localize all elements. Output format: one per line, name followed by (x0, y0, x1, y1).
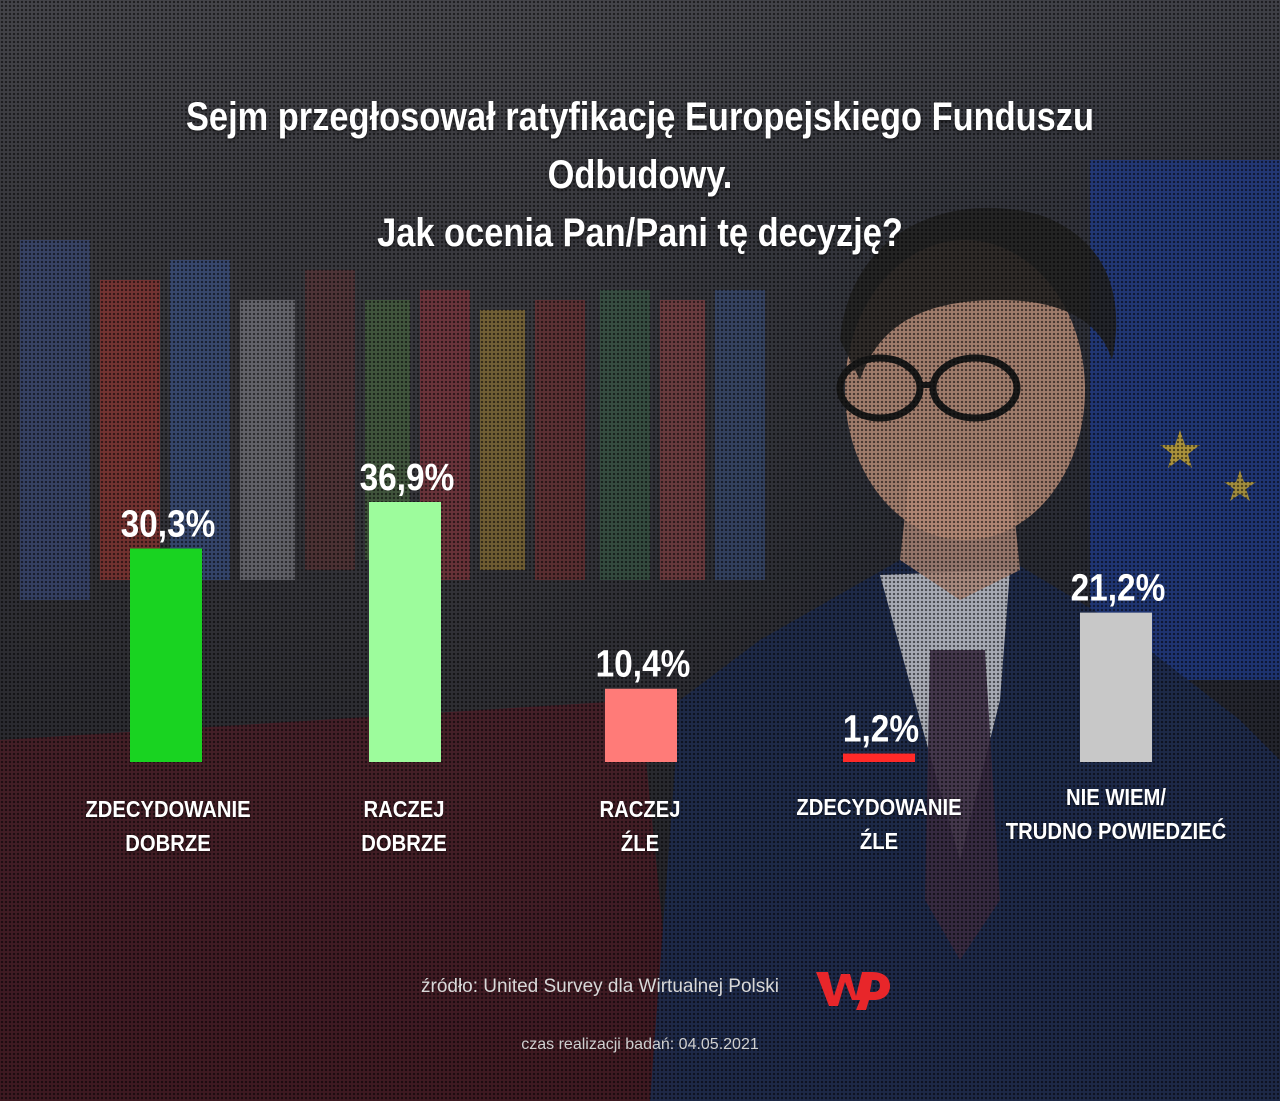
category-label-raczej-dobrze: RACZEJ DOBRZE (298, 792, 509, 860)
bar-4 (1080, 612, 1152, 762)
category-label-line: ŹLE (859, 828, 899, 854)
title-line-1: Sejm przegłosował ratyfikację Europejski… (185, 95, 1094, 139)
bar-0 (130, 548, 202, 762)
source-note: źródło: United Survey dla Wirtualnej Pol… (421, 976, 779, 997)
category-label-zdecydowanie-dobrze: ZDECYDOWANIE DOBRZE (62, 792, 273, 860)
category-label-line: ZDECYDOWANIE (796, 794, 962, 820)
category-label-line: ZDECYDOWANIE (85, 796, 251, 822)
value-label-1: 36,9% (360, 456, 455, 498)
title-line-2: Odbudowy. (547, 153, 733, 197)
value-label-0: 30,3% (121, 503, 216, 545)
category-label-zdecydowanie-zle: ZDECYDOWANIE ŹLE (773, 790, 984, 858)
wp-logo (816, 972, 890, 1010)
category-label-line: RACZEJ (363, 796, 445, 822)
category-label-line: NIE WIEM/ (1065, 784, 1167, 810)
category-label-raczej-zle: RACZEJ ŹLE (534, 792, 745, 860)
bar-1 (369, 502, 441, 762)
category-label-nie-wiem: NIE WIEM/ TRUDNO POWIEDZIEĆ (1002, 780, 1231, 848)
category-label-line: ŹLE (620, 830, 660, 856)
value-label-3: 1,2% (843, 708, 919, 750)
survey-date-note: czas realizacji badań: 04.05.2021 (521, 1036, 759, 1053)
bar-2 (605, 688, 677, 762)
value-label-2: 10,4% (596, 643, 691, 685)
category-label-line: DOBRZE (125, 830, 211, 856)
bar-3 (843, 753, 915, 762)
title-line-3: Jak ocenia Pan/Pani tę decyzję? (377, 211, 903, 255)
chart-title: Sejm przegłosował ratyfikację Europejski… (141, 88, 1139, 262)
category-label-line: RACZEJ (599, 796, 681, 822)
category-label-line: TRUDNO POWIEDZIEĆ (1005, 818, 1227, 844)
category-label-line: DOBRZE (361, 830, 447, 856)
value-label-4: 21,2% (1071, 567, 1166, 609)
